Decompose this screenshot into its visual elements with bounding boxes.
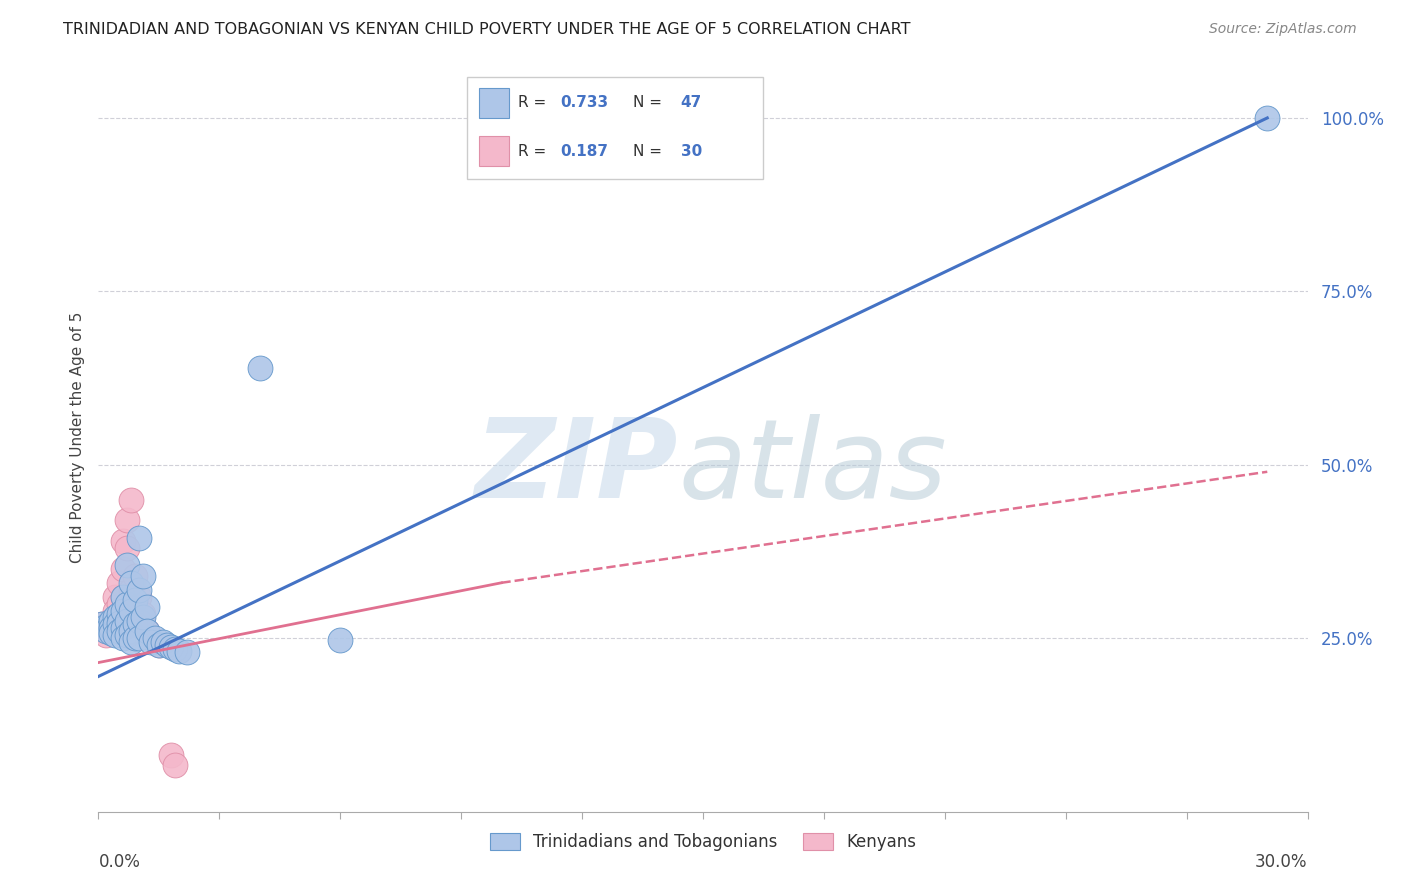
Point xyxy=(103,628,125,642)
Point xyxy=(249,360,271,375)
Point xyxy=(111,603,134,617)
Point xyxy=(103,617,125,632)
Point xyxy=(115,614,138,628)
Point xyxy=(107,614,129,628)
Point xyxy=(120,492,142,507)
Point xyxy=(111,534,134,549)
Point xyxy=(176,645,198,659)
Point xyxy=(120,603,142,617)
Point xyxy=(100,614,122,628)
Point xyxy=(91,617,114,632)
Point xyxy=(91,617,114,632)
Point xyxy=(107,615,129,630)
Point xyxy=(103,590,125,604)
Point xyxy=(139,634,162,648)
Point xyxy=(148,638,170,652)
Point xyxy=(107,607,129,621)
Point xyxy=(128,531,150,545)
Point xyxy=(128,632,150,646)
Point xyxy=(128,617,150,632)
Point xyxy=(135,600,157,615)
Text: ZIP: ZIP xyxy=(475,414,679,521)
Text: 30.0%: 30.0% xyxy=(1256,853,1308,871)
Legend: Trinidadians and Tobagonians, Kenyans: Trinidadians and Tobagonians, Kenyans xyxy=(482,825,924,860)
Point xyxy=(100,619,122,633)
Point xyxy=(139,632,162,646)
Point xyxy=(135,624,157,639)
Point xyxy=(132,569,155,583)
Point xyxy=(128,614,150,628)
Point xyxy=(128,590,150,604)
Point xyxy=(103,610,125,624)
Point xyxy=(107,575,129,590)
Point xyxy=(148,638,170,652)
Point xyxy=(120,624,142,639)
Point xyxy=(143,632,166,646)
Point xyxy=(111,621,134,635)
Point xyxy=(329,632,352,647)
Point xyxy=(124,617,146,632)
Point xyxy=(107,624,129,639)
Point xyxy=(120,634,142,648)
Point xyxy=(163,641,186,656)
Point xyxy=(111,632,134,646)
Text: 0.0%: 0.0% xyxy=(98,853,141,871)
Point xyxy=(152,634,174,648)
Point xyxy=(103,603,125,617)
Point xyxy=(115,558,138,573)
Point xyxy=(96,619,118,633)
Text: atlas: atlas xyxy=(679,414,948,521)
Point xyxy=(124,569,146,583)
Point xyxy=(103,617,125,632)
Point xyxy=(124,593,146,607)
Point xyxy=(1256,111,1278,125)
Point xyxy=(111,562,134,576)
Point xyxy=(132,607,155,621)
Point xyxy=(120,582,142,597)
Point xyxy=(135,624,157,639)
Point xyxy=(120,610,142,624)
Point xyxy=(156,638,179,652)
Point xyxy=(124,603,146,617)
Point xyxy=(100,614,122,628)
Point xyxy=(160,747,183,762)
Point xyxy=(115,597,138,611)
Point xyxy=(167,644,190,658)
Point xyxy=(96,621,118,635)
Point xyxy=(96,628,118,642)
Point xyxy=(115,541,138,555)
Point xyxy=(120,575,142,590)
Point xyxy=(111,590,134,604)
Point xyxy=(111,590,134,604)
Point xyxy=(163,757,186,772)
Point xyxy=(160,640,183,654)
Point xyxy=(100,625,122,640)
Point xyxy=(96,624,118,639)
Y-axis label: Child Poverty Under the Age of 5: Child Poverty Under the Age of 5 xyxy=(69,311,84,563)
Point xyxy=(115,513,138,527)
Point xyxy=(115,628,138,642)
Text: Source: ZipAtlas.com: Source: ZipAtlas.com xyxy=(1209,22,1357,37)
Point xyxy=(115,597,138,611)
Point xyxy=(132,610,155,624)
Point xyxy=(124,632,146,646)
Text: TRINIDADIAN AND TOBAGONIAN VS KENYAN CHILD POVERTY UNDER THE AGE OF 5 CORRELATIO: TRINIDADIAN AND TOBAGONIAN VS KENYAN CHI… xyxy=(63,22,911,37)
Point xyxy=(107,597,129,611)
Point xyxy=(128,582,150,597)
Point xyxy=(100,621,122,635)
